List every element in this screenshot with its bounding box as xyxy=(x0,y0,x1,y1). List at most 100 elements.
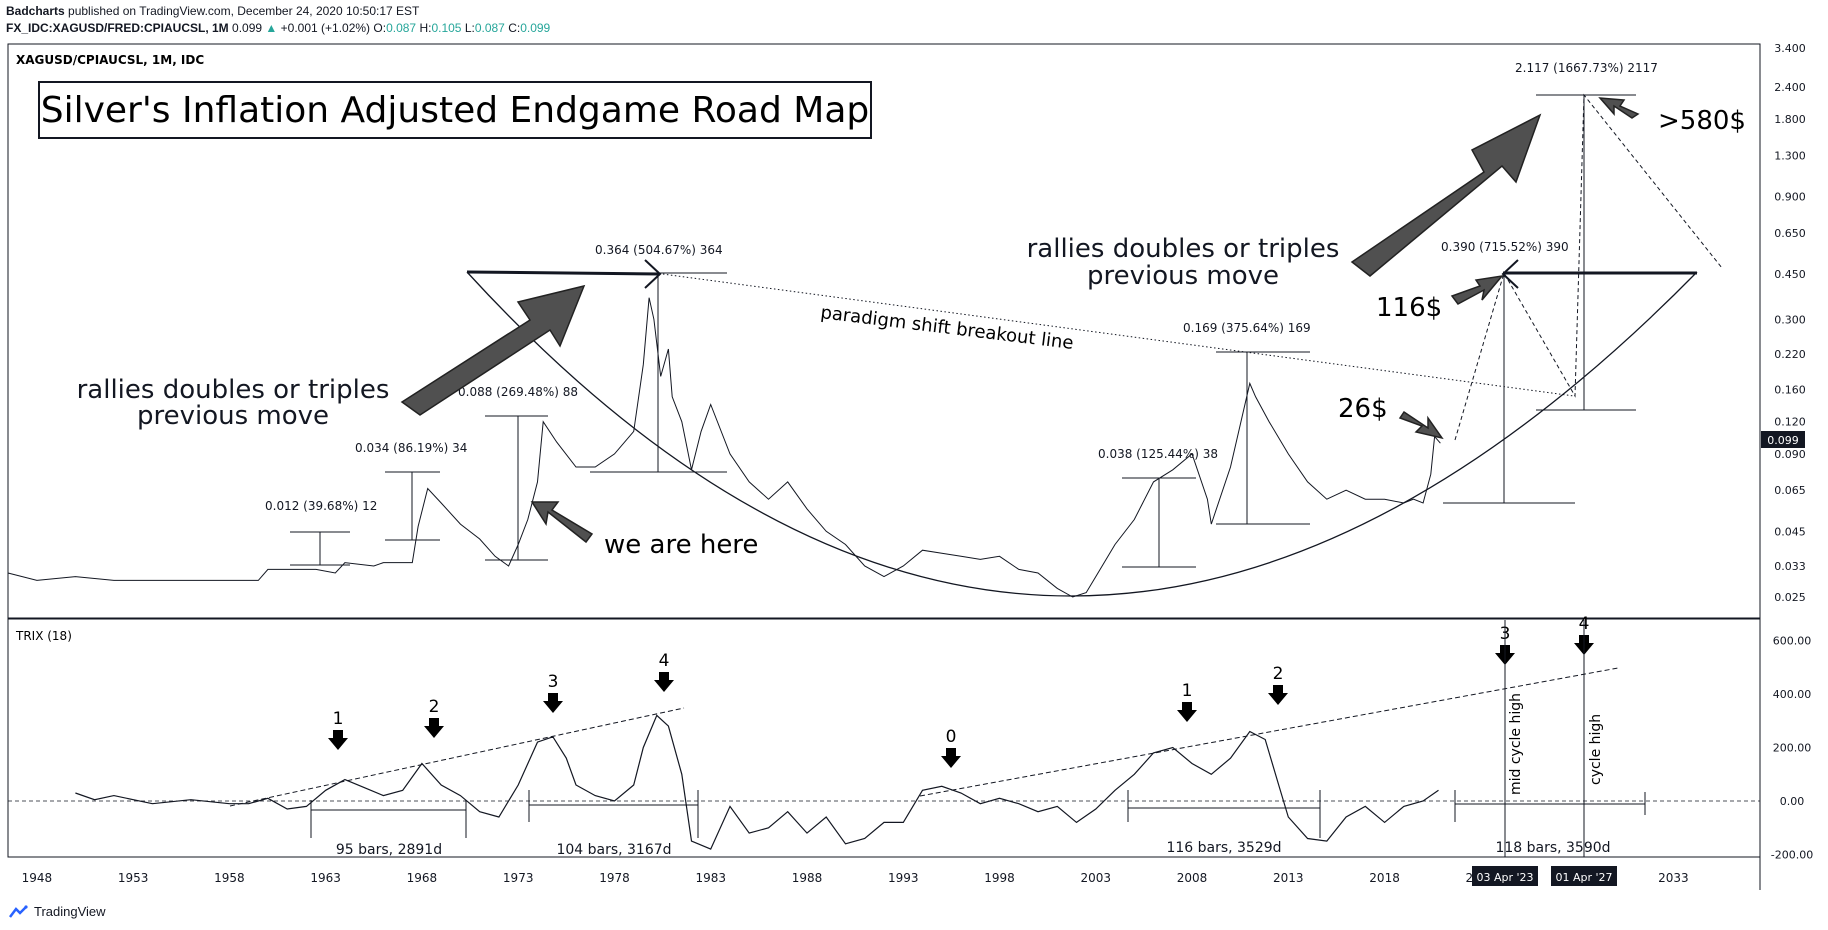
time-tick-label: 2003 xyxy=(1081,871,1112,885)
projection-path xyxy=(1454,93,1723,441)
trix-pane-legend: TRIX (18) xyxy=(15,629,72,643)
time-tick-label: 1953 xyxy=(118,871,149,885)
resistance-1980 xyxy=(466,270,661,276)
big-arrow-right xyxy=(1350,113,1542,277)
close-label: C: xyxy=(508,21,521,35)
price-tick-label: 0.045 xyxy=(1774,525,1806,538)
current-price-badge xyxy=(1761,431,1805,448)
note-116: 116$ xyxy=(1376,293,1442,323)
note-rallies-2: rallies doubles or triples xyxy=(1027,234,1340,264)
tradingview-logo-icon xyxy=(9,904,28,918)
arrow-26 xyxy=(1398,410,1444,440)
time-tick-label: 2033 xyxy=(1658,871,1689,885)
peak-arrow-icon xyxy=(328,730,348,750)
cycle-label-3: 116 bars, 3529d xyxy=(1166,840,1281,856)
price-tick-label: 0.033 xyxy=(1774,560,1806,573)
peak-marker-target xyxy=(1501,259,1519,289)
time-tick-label: 1983 xyxy=(695,871,726,885)
up-triangle-icon: ▲ xyxy=(265,21,278,35)
arrow-580 xyxy=(1598,97,1640,119)
publish-date: published on TradingView.com, December 2… xyxy=(68,4,420,18)
chart-title: Silver's Inflation Adjusted Endgame Road… xyxy=(41,90,870,131)
high-value: 0.105 xyxy=(431,21,462,35)
price-tick-label: 0.160 xyxy=(1774,384,1806,397)
price-tick-label: 0.450 xyxy=(1774,268,1806,281)
note-we-are-here: we are here xyxy=(604,530,758,560)
price-tick-label: 3.400 xyxy=(1774,42,1806,55)
measure-label-5: 0.038 (125.44%) 38 xyxy=(1098,447,1218,461)
peak-arrow-icon xyxy=(654,672,674,692)
price-tick-label: 0.650 xyxy=(1774,227,1806,240)
peak-number: 1 xyxy=(1182,681,1193,701)
note-rallies-1: rallies doubles or triples xyxy=(77,375,390,405)
time-tick-label: 1968 xyxy=(407,871,438,885)
note-26: 26$ xyxy=(1338,394,1388,424)
price-tick-label: 1.800 xyxy=(1774,113,1806,126)
peak-number: 3 xyxy=(548,672,559,692)
trix-tick-label: 200.00 xyxy=(1773,742,1812,755)
peak-number: 2 xyxy=(429,697,440,717)
peak-arrow-icon xyxy=(941,748,961,768)
trix-tick-label: 0.00 xyxy=(1780,795,1805,808)
peak-arrow-icon xyxy=(424,718,444,738)
note-prev-move-2: previous move xyxy=(1087,261,1279,291)
price-tick-label: 2.400 xyxy=(1774,81,1806,94)
trix-trend-a xyxy=(229,707,685,807)
trix-tick-label: -200.00 xyxy=(1771,849,1813,862)
author-name[interactable]: Badcharts xyxy=(6,4,65,18)
cycle-label-2: 104 bars, 3167d xyxy=(556,842,671,858)
price-pane-legend: XAGUSD/CPIAUCSL, 1M, IDC xyxy=(16,53,204,67)
price-tick-label: 1.300 xyxy=(1774,149,1806,162)
time-tick-label: 2013 xyxy=(1273,871,1304,885)
time-tick-label: 2008 xyxy=(1177,871,1208,885)
peak-number: 0 xyxy=(946,727,957,747)
arrow-116 xyxy=(1450,274,1504,305)
note-prev-move-1: previous move xyxy=(137,401,329,431)
footer-brand-label: TradingView xyxy=(34,904,106,919)
symbol: FX_IDC:XAGUSD/FRED:CPIAUCSL, 1M xyxy=(6,21,229,35)
price-change: +0.001 (+1.02%) xyxy=(280,21,371,35)
footer-brand[interactable]: TradingView xyxy=(8,904,106,919)
price-tick-label: 0.220 xyxy=(1774,348,1806,361)
low-label: L: xyxy=(464,21,475,35)
date-badge-2: 01 Apr '27 xyxy=(1555,871,1612,884)
note-breakout: paradigm shift breakout line xyxy=(819,302,1074,354)
price-tick-label: 0.300 xyxy=(1774,313,1806,326)
date-badge-1: 03 Apr '23 xyxy=(1476,871,1533,884)
time-tick-label: 1958 xyxy=(214,871,245,885)
time-tick-label: 1998 xyxy=(984,871,1015,885)
cycle-rulers xyxy=(310,620,1646,857)
price-tick-label: 0.065 xyxy=(1774,484,1806,497)
measure-label-1: 0.012 (39.68%) 12 xyxy=(265,499,377,513)
chart-svg[interactable]: XAGUSD/CPIAUCSL, 1M, IDC TRIX (18) Silve… xyxy=(0,0,1828,900)
cycle-label-1: 95 bars, 2891d xyxy=(336,842,442,858)
measure-label-7: 0.390 (715.52%) 390 xyxy=(1441,240,1569,254)
time-tick-label: 1978 xyxy=(599,871,630,885)
trix-line xyxy=(75,714,1439,850)
marker-cycle-high: cycle high xyxy=(1588,714,1604,785)
open-value: 0.087 xyxy=(386,21,417,35)
big-arrow-left xyxy=(400,284,586,416)
peak-arrow-icon xyxy=(1268,685,1288,705)
paradigm-shift-line xyxy=(654,272,1575,397)
arrow-we-are-here xyxy=(530,501,594,544)
measure-label-3: 0.088 (269.48%) 88 xyxy=(458,385,578,399)
measure-label-8: 2.117 (1667.73%) 2117 xyxy=(1515,61,1658,75)
symbol-line: FX_IDC:XAGUSD/FRED:CPIAUCSL, 1M 0.099 ▲ … xyxy=(6,21,550,35)
time-tick-label: 1973 xyxy=(503,871,534,885)
date-badge-2-bg xyxy=(1551,866,1617,886)
last-price: 0.099 xyxy=(232,21,263,35)
time-tick-label: 1988 xyxy=(792,871,823,885)
trix-trend-b xyxy=(919,667,1619,797)
high-label: H: xyxy=(419,21,432,35)
peak-marker-1980 xyxy=(644,259,662,289)
price-tick-label: 0.120 xyxy=(1774,416,1806,429)
price-tick-label: 0.900 xyxy=(1774,191,1806,204)
open-label: O: xyxy=(373,21,387,35)
date-badge-1-bg xyxy=(1472,866,1538,886)
marker-mid-cycle: mid cycle high xyxy=(1508,693,1524,795)
peak-number: 2 xyxy=(1273,664,1284,684)
measure-label-2: 0.034 (86.19%) 34 xyxy=(355,441,467,455)
measure-label-6: 0.169 (375.64%) 169 xyxy=(1183,321,1311,335)
